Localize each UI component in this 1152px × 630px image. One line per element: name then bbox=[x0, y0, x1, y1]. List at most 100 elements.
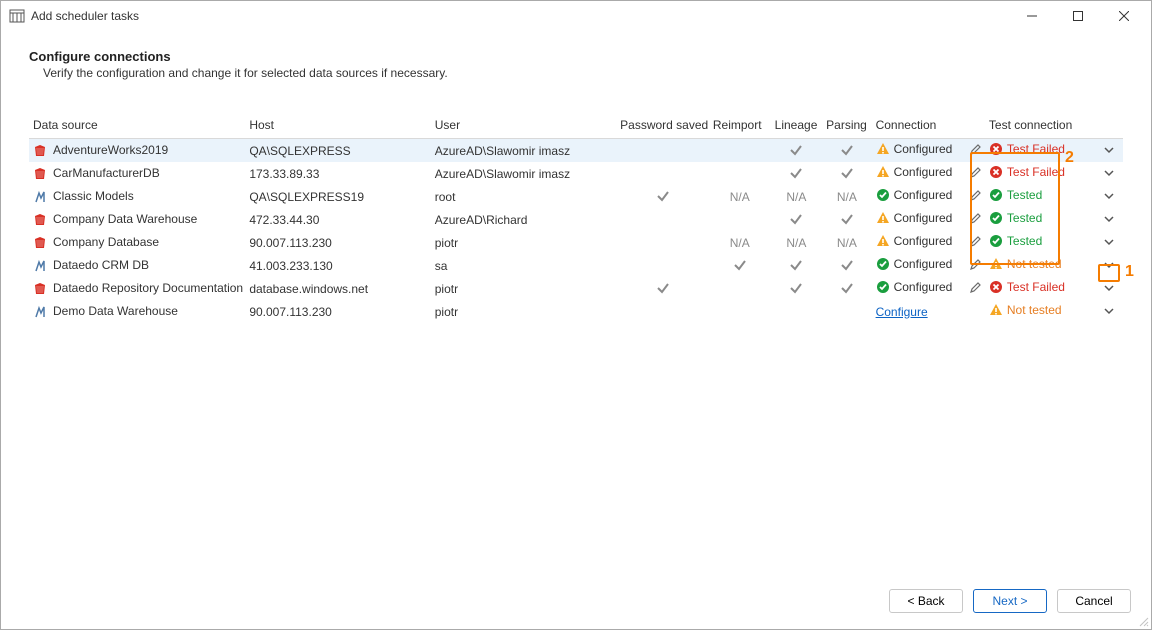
connections-table: Data source Host User Password saved Rei… bbox=[29, 112, 1123, 323]
user-cell: piotr bbox=[431, 231, 616, 254]
edit-icon[interactable] bbox=[970, 235, 982, 247]
expand-chevron[interactable] bbox=[1098, 283, 1119, 293]
datasource-name: Dataedo CRM DB bbox=[53, 258, 149, 272]
cancel-button[interactable]: Cancel bbox=[1057, 589, 1131, 613]
connection-status: Configured bbox=[876, 234, 953, 248]
table-row[interactable]: AdventureWorks2019 QA\SQLEXPRESSAzureAD\S… bbox=[29, 139, 1123, 163]
checkmark-icon bbox=[826, 281, 867, 297]
page-header: Configure connections Verify the configu… bbox=[1, 31, 1151, 84]
na-text: N/A bbox=[775, 236, 819, 250]
table-row[interactable]: CarManufacturerDB173.33.89.33AzureAD\Sla… bbox=[29, 162, 1123, 185]
na-text: N/A bbox=[713, 190, 767, 204]
host-cell: 90.007.113.230 bbox=[245, 300, 430, 323]
edit-icon[interactable] bbox=[970, 281, 982, 293]
table-row[interactable]: Dataedo CRM DB41.003.233.130saConfigured… bbox=[29, 254, 1123, 277]
host-cell: QA\SQLEXPRESS bbox=[245, 139, 430, 163]
table-row[interactable]: Dataedo Repository Documentationdatabase… bbox=[29, 277, 1123, 300]
next-button[interactable]: Next > bbox=[973, 589, 1047, 613]
table-row[interactable]: Demo Data Warehouse 90.007.113.230piotr Co… bbox=[29, 300, 1123, 323]
test-status-failed: Test Failed bbox=[989, 280, 1065, 294]
checkmark-icon bbox=[620, 189, 705, 205]
configure-link[interactable]: Configure bbox=[876, 305, 928, 319]
expand-chevron[interactable] bbox=[1098, 306, 1119, 316]
host-cell: 472.33.44.30 bbox=[245, 208, 430, 231]
expand-chevron[interactable] bbox=[1098, 145, 1119, 155]
datasource-name: Dataedo Repository Documentation bbox=[53, 281, 243, 295]
test-status-tested: Tested bbox=[989, 188, 1042, 202]
checkmark-icon bbox=[826, 143, 867, 159]
host-cell: QA\SQLEXPRESS19 bbox=[245, 185, 430, 208]
dialog-footer: < Back Next > Cancel bbox=[1, 577, 1151, 629]
col-data-source[interactable]: Data source bbox=[29, 112, 245, 139]
connection-status: Configured bbox=[876, 211, 953, 225]
test-status-failed: Test Failed bbox=[989, 142, 1065, 156]
datasource-name: CarManufacturerDB bbox=[53, 166, 160, 180]
checkmark-icon bbox=[775, 166, 819, 182]
table-row[interactable]: Company Data Warehouse472.33.44.30AzureA… bbox=[29, 208, 1123, 231]
datasource-name: Demo Data Warehouse bbox=[53, 304, 178, 318]
table-row[interactable]: Classic ModelsQA\SQLEXPRESS19rootN/AN/AN… bbox=[29, 185, 1123, 208]
checkmark-icon bbox=[775, 281, 819, 297]
expand-chevron[interactable] bbox=[1098, 237, 1119, 247]
checkmark-icon bbox=[713, 258, 767, 274]
app-icon bbox=[9, 8, 25, 24]
datasource-name: AdventureWorks2019 bbox=[53, 143, 168, 157]
datasource-icon bbox=[33, 144, 47, 158]
test-status-not-tested: Not tested bbox=[989, 303, 1062, 317]
host-cell: database.windows.net bbox=[245, 277, 430, 300]
titlebar: Add scheduler tasks bbox=[1, 1, 1151, 31]
checkmark-icon bbox=[775, 143, 819, 159]
edit-icon[interactable] bbox=[970, 258, 982, 270]
col-lineage[interactable]: Lineage bbox=[771, 112, 823, 139]
test-status-not-tested: Not tested bbox=[989, 257, 1062, 271]
col-connection[interactable]: Connection bbox=[872, 112, 967, 139]
resize-grip[interactable] bbox=[1137, 615, 1149, 627]
edit-icon[interactable] bbox=[970, 143, 982, 155]
expand-chevron[interactable] bbox=[1098, 168, 1119, 178]
edit-icon[interactable] bbox=[970, 189, 982, 201]
connection-status: Configured bbox=[876, 142, 953, 156]
na-text: N/A bbox=[713, 236, 767, 250]
user-cell: root bbox=[431, 185, 616, 208]
expand-chevron[interactable] bbox=[1098, 214, 1119, 224]
checkmark-icon bbox=[826, 166, 867, 182]
col-password-saved[interactable]: Password saved bbox=[616, 112, 709, 139]
connection-status: Configured bbox=[876, 257, 953, 271]
test-status-failed: Test Failed bbox=[989, 165, 1065, 179]
col-host[interactable]: Host bbox=[245, 112, 430, 139]
callout-label-1: 1 bbox=[1125, 263, 1134, 281]
user-cell: AzureAD\Slawomir imasz bbox=[431, 139, 616, 163]
expand-chevron[interactable] bbox=[1098, 191, 1119, 201]
datasource-icon bbox=[33, 282, 47, 296]
na-text: N/A bbox=[826, 190, 867, 204]
checkmark-icon bbox=[775, 258, 819, 274]
maximize-button[interactable] bbox=[1055, 1, 1101, 31]
col-user[interactable]: User bbox=[431, 112, 616, 139]
edit-icon[interactable] bbox=[970, 166, 982, 178]
user-cell: piotr bbox=[431, 300, 616, 323]
close-button[interactable] bbox=[1101, 1, 1147, 31]
test-status-tested: Tested bbox=[989, 234, 1042, 248]
col-parsing[interactable]: Parsing bbox=[822, 112, 871, 139]
minimize-button[interactable] bbox=[1009, 1, 1055, 31]
col-reimport[interactable]: Reimport bbox=[709, 112, 771, 139]
page-subheading: Verify the configuration and change it f… bbox=[29, 66, 1123, 80]
back-button[interactable]: < Back bbox=[889, 589, 963, 613]
datasource-name: Company Database bbox=[53, 235, 159, 249]
datasource-name: Company Data Warehouse bbox=[53, 212, 197, 226]
page-heading: Configure connections bbox=[29, 49, 1123, 64]
test-status-tested: Tested bbox=[989, 211, 1042, 225]
table-row[interactable]: Company Database 90.007.113.230piotr N/A N/… bbox=[29, 231, 1123, 254]
datasource-icon bbox=[33, 190, 47, 204]
edit-icon[interactable] bbox=[970, 212, 982, 224]
checkmark-icon bbox=[775, 212, 819, 228]
expand-chevron[interactable] bbox=[1098, 260, 1119, 270]
datasource-icon bbox=[33, 305, 47, 319]
user-cell: AzureAD\Slawomir imasz bbox=[431, 162, 616, 185]
datasource-name: Classic Models bbox=[53, 189, 134, 203]
user-cell: sa bbox=[431, 254, 616, 277]
na-text: N/A bbox=[826, 236, 867, 250]
host-cell: 90.007.113.230 bbox=[245, 231, 430, 254]
col-test-connection[interactable]: Test connection bbox=[985, 112, 1094, 139]
connection-status: Configured bbox=[876, 165, 953, 179]
